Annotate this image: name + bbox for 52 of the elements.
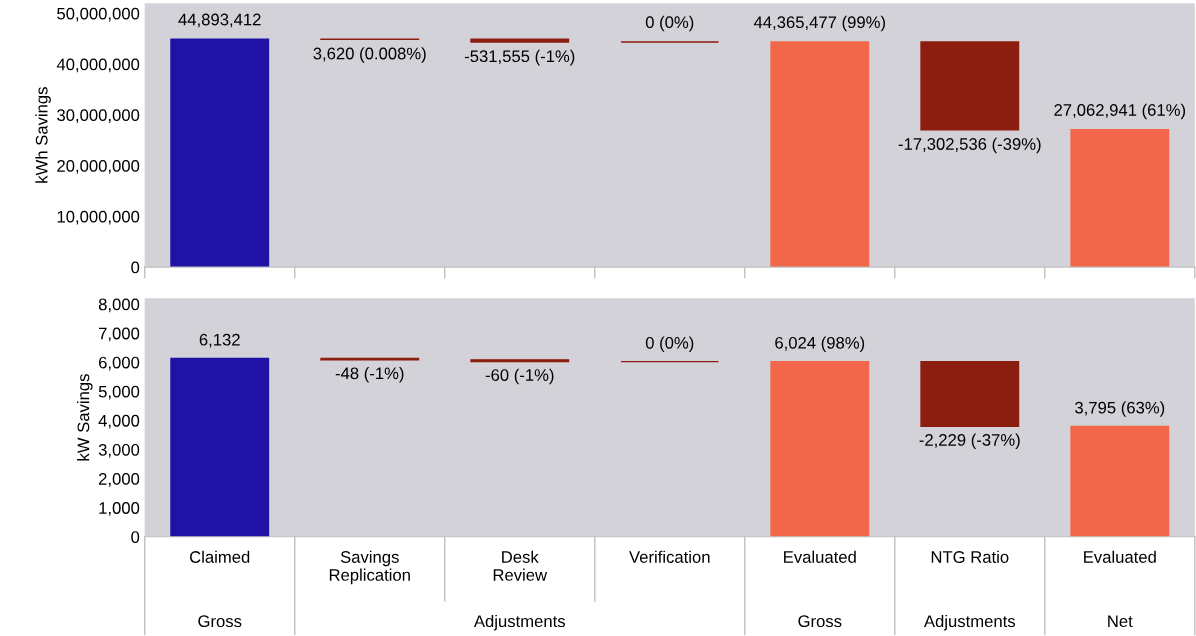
bar — [170, 357, 270, 537]
data-label: -531,555 (-1%) — [464, 49, 575, 66]
data-label: 27,062,941 (61%) — [1054, 103, 1186, 120]
y-tick-label: 1,000 — [99, 502, 140, 516]
y-tick-label: 3,000 — [98, 443, 140, 458]
data-label: 6,132 — [199, 333, 240, 348]
y-tick-label: 10,000,000 — [57, 210, 140, 225]
y-tick-label: 2,000 — [98, 473, 140, 487]
data-label: 3,620 (0.008%) — [313, 47, 426, 63]
bar — [770, 41, 870, 268]
y-axis-title: kW Savings — [77, 374, 93, 461]
data-label: 0 (0%) — [645, 336, 694, 353]
bar — [770, 360, 870, 537]
data-label: -2,229 (-37%) — [919, 433, 1020, 450]
bar — [170, 38, 270, 268]
x-tick-label: Desk Review — [493, 550, 548, 581]
text: Adjustments — [473, 614, 565, 631]
y-tick-label: 30,000,000 — [57, 109, 140, 124]
bar — [1070, 425, 1170, 537]
data-label: 3,795 (63%) — [1075, 401, 1165, 417]
data-label: -60 (-1%) — [485, 368, 554, 385]
y-tick-label: 5,000 — [98, 385, 140, 400]
y-tick-label: 7,000 — [99, 327, 140, 342]
x-tick-label: Evaluated — [1084, 550, 1156, 563]
x-tick-label: Claimed — [190, 550, 250, 563]
x-tick-label: Savings Replication — [329, 550, 410, 585]
y-tick-label: 8,000 — [98, 298, 140, 313]
text: Adjustments — [923, 614, 1016, 631]
y-tick-label: 40,000,000 — [56, 58, 140, 73]
bar — [470, 38, 570, 43]
x-tick-label: Evaluated — [784, 550, 856, 563]
text: Gross — [198, 615, 242, 628]
y-tick-label: 0 — [131, 261, 140, 274]
y-axis-title: kWh Savings — [35, 87, 51, 183]
y-tick-label: 50,000,000 — [57, 7, 140, 22]
text: Net — [1108, 615, 1133, 628]
x-tick-label: NTG Ratio — [931, 550, 1009, 563]
y-tick-label: 0 — [131, 531, 140, 543]
data-label: 0 (0%) — [645, 15, 694, 32]
data-label: 44,365,477 (99%) — [753, 15, 885, 32]
y-tick-label: 4,000 — [98, 414, 140, 429]
data-label: -48 (-1%) — [335, 366, 404, 383]
y-tick-label: 6,000 — [99, 356, 140, 371]
data-label: 6,024 (98%) — [775, 336, 865, 353]
x-tick-label: Verification — [629, 550, 710, 563]
bar — [1070, 129, 1170, 268]
y-tick-label: 20,000,000 — [57, 160, 140, 174]
data-label: -17,302,536 (-39%) — [898, 137, 1041, 154]
bar — [920, 360, 1020, 428]
data-label: 44,893,412 — [178, 13, 261, 28]
text: Gross — [798, 615, 842, 628]
bar — [920, 41, 1020, 131]
